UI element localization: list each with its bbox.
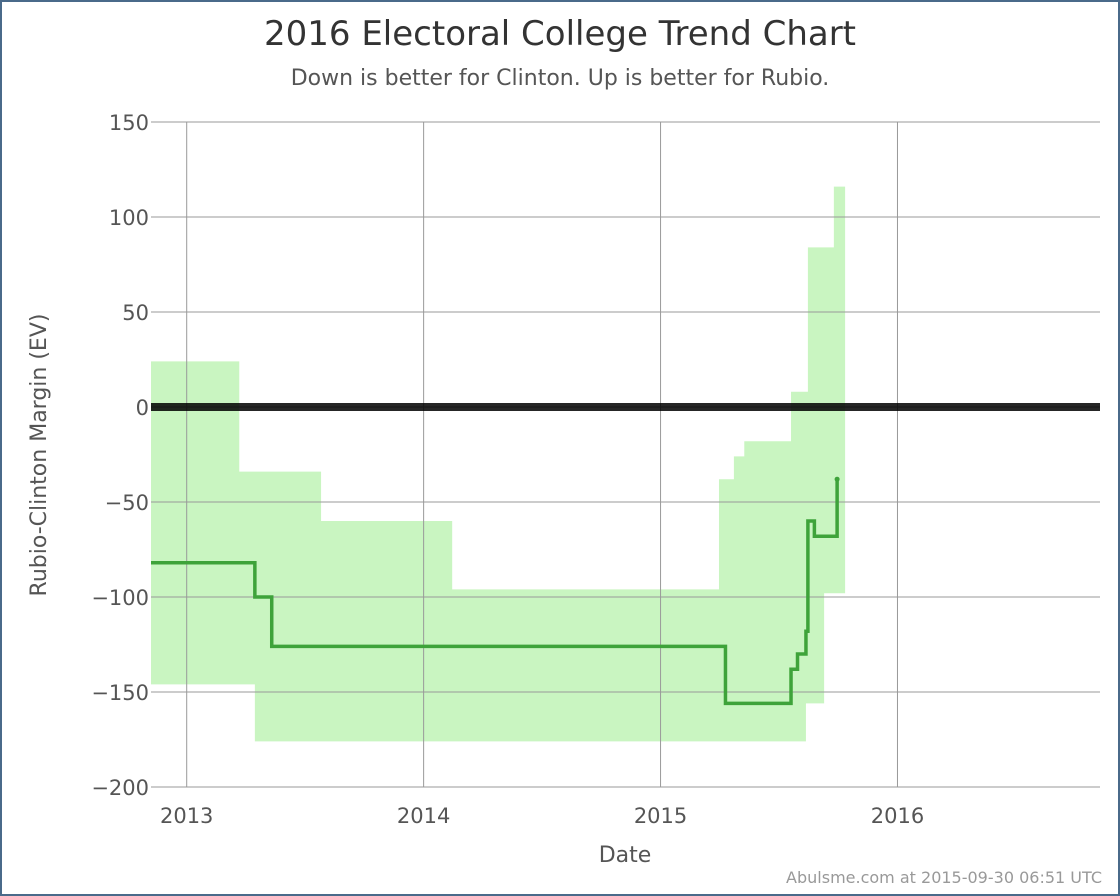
- margin-line-endpoint: [834, 476, 840, 482]
- x-tick-labels: 2013 2014 2015 2016: [160, 804, 924, 828]
- y-tick-label: −100: [91, 586, 149, 610]
- x-axis-label: Date: [599, 843, 652, 868]
- chart-subtitle: Down is better for Clinton. Up is better…: [290, 66, 830, 91]
- y-tick-labels: 150 100 50 0 −50 −100 −150 −200: [91, 111, 149, 800]
- x-tick-label: 2015: [634, 804, 687, 828]
- range-band-layer: [151, 186, 846, 742]
- chart-title: 2016 Electoral College Trend Chart: [263, 14, 857, 54]
- y-tick-label: 150: [109, 111, 149, 135]
- range-band: [151, 186, 846, 742]
- x-tick-label: 2013: [160, 804, 213, 828]
- y-tick-label: −150: [91, 681, 149, 705]
- x-tick-label: 2016: [871, 804, 924, 828]
- credit-footer: Abulsme.com at 2015-09-30 06:51 UTC: [786, 868, 1102, 887]
- margin-line: [151, 479, 839, 706]
- margin-line-layer: [151, 476, 840, 706]
- y-tick-label: 50: [122, 301, 149, 325]
- x-tick-label: 2014: [397, 804, 450, 828]
- y-tick-label: 0: [136, 396, 149, 420]
- y-tick-label: −50: [105, 491, 149, 515]
- y-tick-label: −200: [91, 776, 149, 800]
- y-tick-label: 100: [109, 206, 149, 230]
- y-axis-label: Rubio-Clinton Margin (EV): [27, 314, 52, 597]
